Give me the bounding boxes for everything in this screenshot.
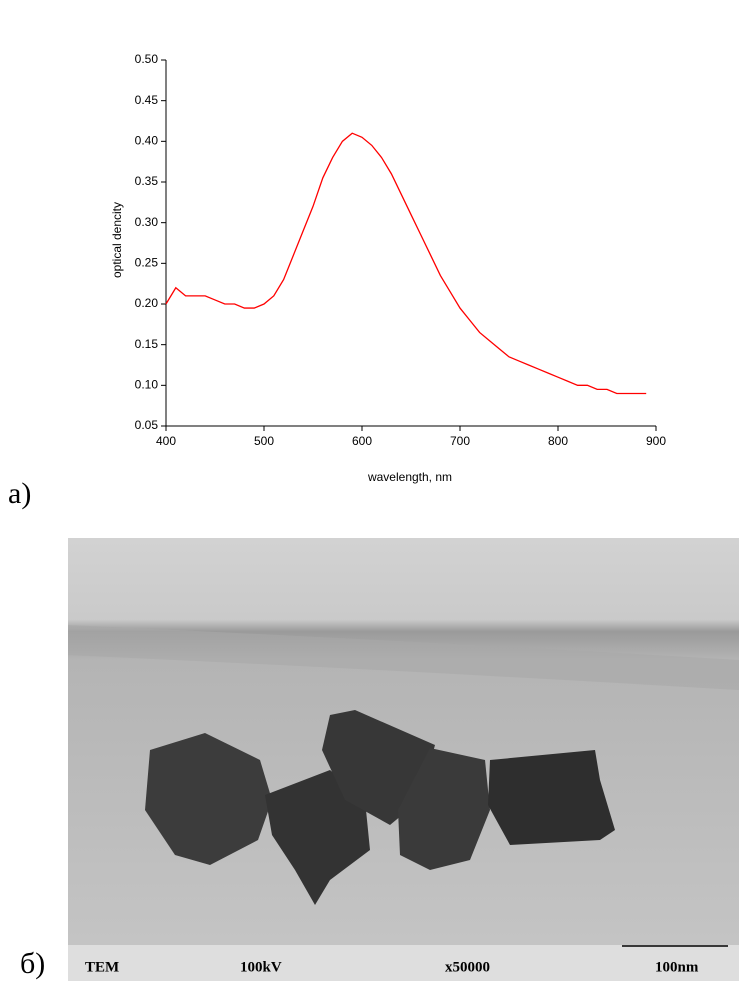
y-tick-label: 0.15 <box>135 337 159 351</box>
panel-label: а) <box>8 477 31 510</box>
tem-info: 100kV <box>240 959 282 975</box>
tem-info: 100nm <box>655 959 699 975</box>
x-tick-label: 400 <box>156 434 176 448</box>
y-tick-label: 0.35 <box>135 174 159 188</box>
y-tick-label: 0.45 <box>135 93 159 107</box>
y-tick-label: 0.10 <box>135 378 159 392</box>
tem-image <box>68 538 739 981</box>
line <box>165 132 647 395</box>
x-tick-label: 900 <box>646 434 666 448</box>
tem-info: x50000 <box>445 959 490 975</box>
x-tick-label: 800 <box>548 434 568 448</box>
y-tick-label: 0.25 <box>135 256 159 270</box>
y-axis-title: optical dencity <box>110 202 124 278</box>
y-tick-label: 0.05 <box>135 418 159 432</box>
y-tick-label: 0.20 <box>135 296 159 310</box>
x-tick-label: 500 <box>254 434 274 448</box>
y-tick-label: 0.40 <box>135 134 159 148</box>
y-tick-label: 0.50 <box>135 52 159 66</box>
x-tick-label: 700 <box>450 434 470 448</box>
x-axis-title: wavelength, nm <box>367 470 452 484</box>
y-tick-label: 0.30 <box>135 215 159 229</box>
x-tick-label: 600 <box>352 434 372 448</box>
tem-info: TEM <box>85 959 119 975</box>
panel-label: б) <box>20 947 45 980</box>
